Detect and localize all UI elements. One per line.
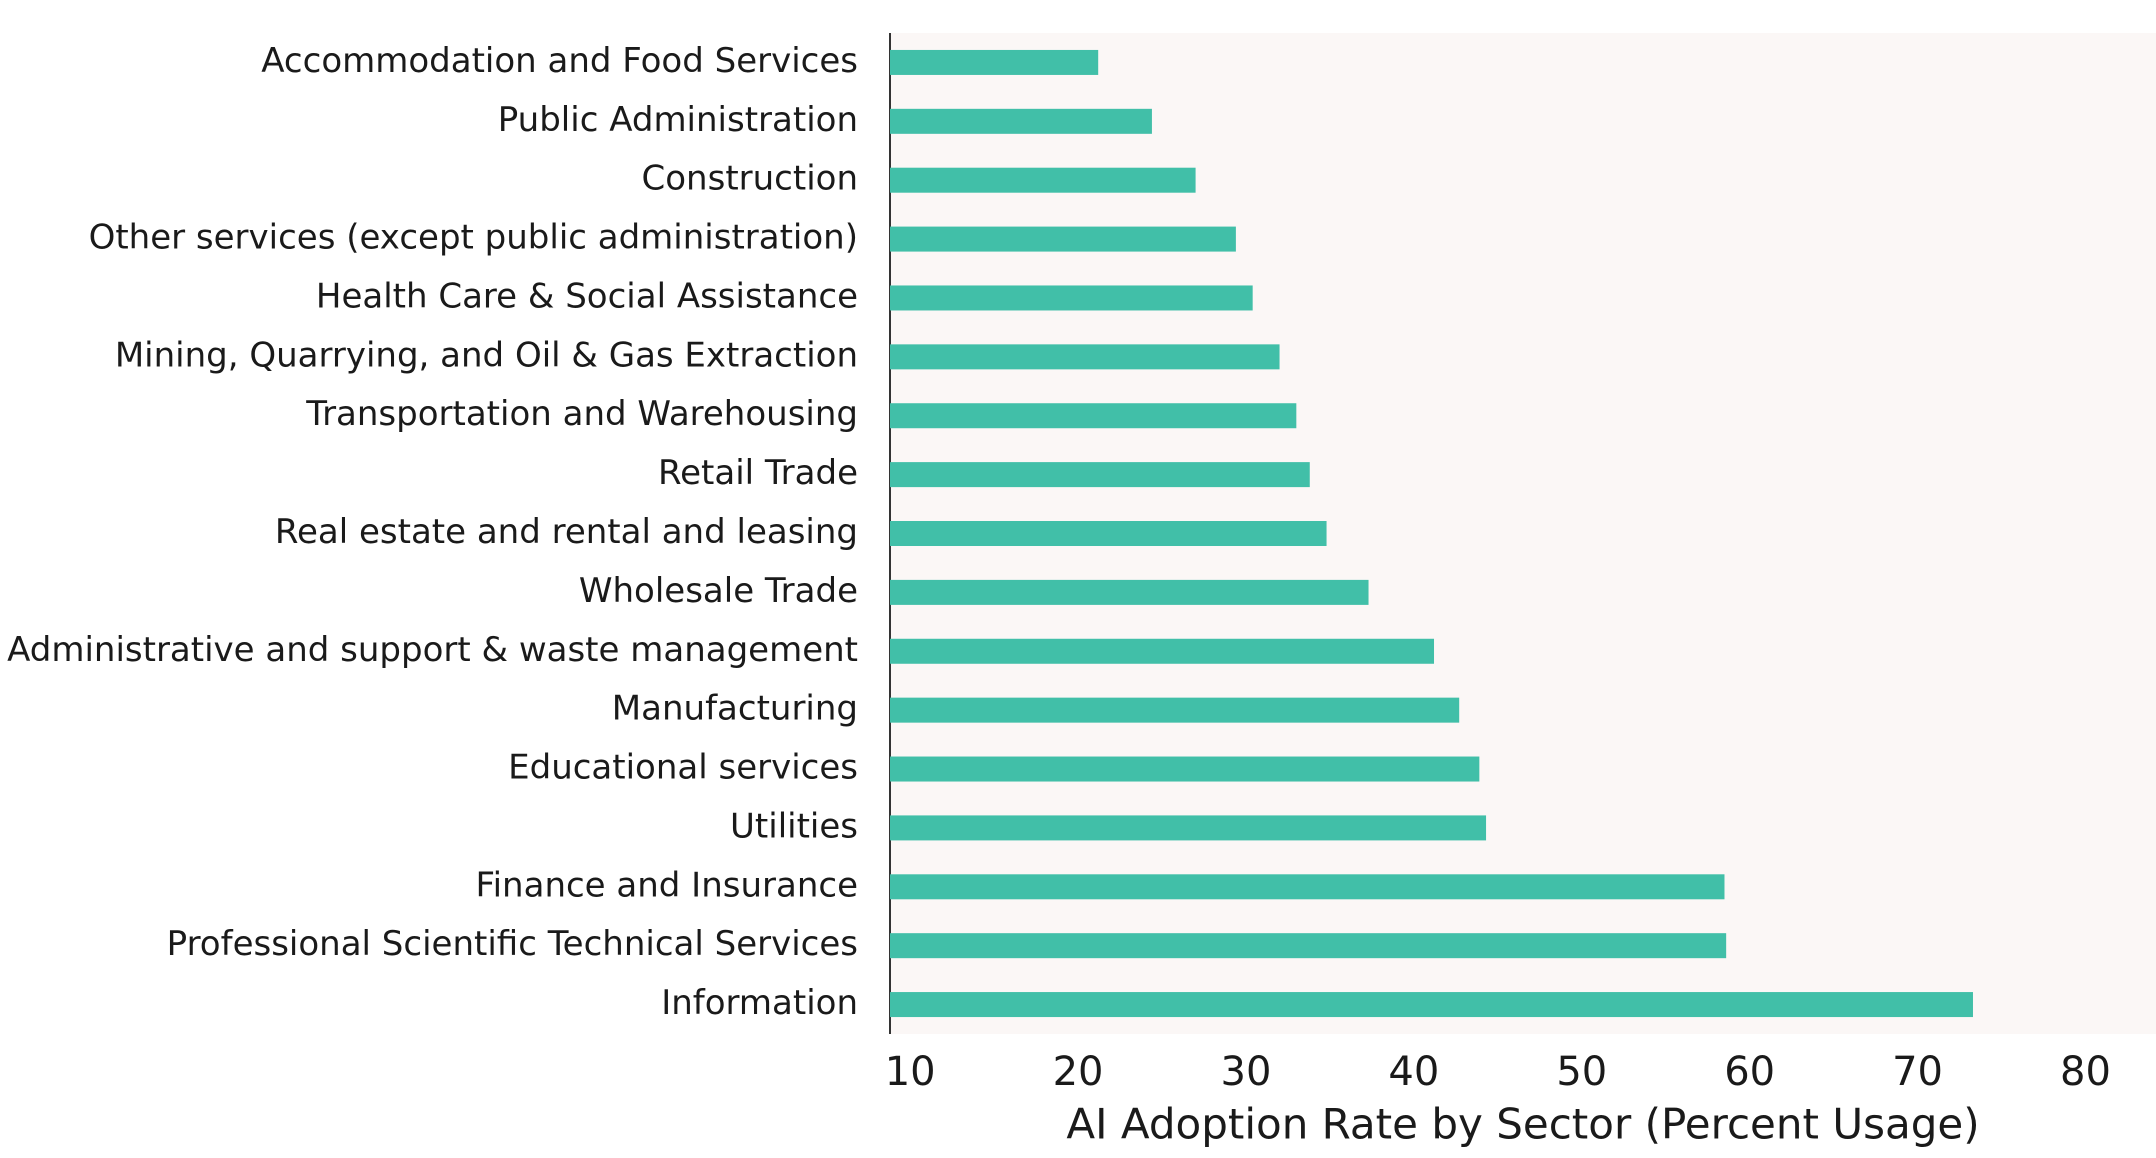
- y-tick-label: Wholesale Trade: [579, 571, 858, 611]
- x-tick-label: 60: [1724, 1049, 1775, 1095]
- bar: [890, 697, 1460, 723]
- x-axis-label: AI Adoption Rate by Sector (Percent Usag…: [1066, 1100, 1979, 1149]
- x-tick-label: 50: [1556, 1049, 1607, 1095]
- y-tick-label: Health Care & Social Assistance: [316, 276, 858, 316]
- bar: [890, 167, 1196, 193]
- bar: [890, 756, 1480, 782]
- bar: [890, 579, 1369, 605]
- y-tick-label: Educational services: [508, 748, 858, 788]
- y-tick-label: Real estate and rental and leasing: [275, 512, 858, 552]
- y-tick-label: Other services (except public administra…: [89, 218, 858, 258]
- bar: [890, 108, 1152, 134]
- bar: [890, 403, 1297, 429]
- bar: [890, 874, 1725, 900]
- y-tick-label: Administrative and support & waste manag…: [7, 630, 858, 670]
- y-tick-label: Construction: [642, 159, 858, 199]
- x-tick-label: 40: [1388, 1049, 1439, 1095]
- y-tick-label: Utilities: [730, 806, 858, 846]
- bar: [890, 226, 1236, 252]
- x-tick-label: 70: [1892, 1049, 1943, 1095]
- bar: [890, 521, 1327, 546]
- y-tick-label: Finance and Insurance: [476, 865, 858, 905]
- y-tick-label: Professional Scientific Technical Servic…: [167, 924, 858, 964]
- x-tick-label: 30: [1221, 1049, 1272, 1095]
- x-tick-label: 10: [885, 1049, 936, 1095]
- bar: [890, 285, 1253, 311]
- y-tick-label: Public Administration: [498, 100, 858, 140]
- y-tick-label: Retail Trade: [658, 453, 858, 493]
- bar: [890, 638, 1435, 664]
- y-tick-label: Accommodation and Food Services: [261, 41, 858, 81]
- bar: [890, 344, 1280, 370]
- bar: [890, 815, 1487, 841]
- x-tick-label: 80: [2060, 1049, 2111, 1095]
- bar: [890, 462, 1310, 488]
- bar: [890, 933, 1727, 959]
- bar: [890, 992, 1973, 1018]
- y-tick-label: Manufacturing: [612, 689, 858, 729]
- bar: [890, 49, 1099, 75]
- x-tick-label: 20: [1053, 1049, 1104, 1095]
- y-tick-label: Transportation and Warehousing: [305, 394, 858, 434]
- y-tick-label: Information: [661, 983, 858, 1023]
- y-tick-label: Mining, Quarrying, and Oil & Gas Extract…: [115, 335, 858, 375]
